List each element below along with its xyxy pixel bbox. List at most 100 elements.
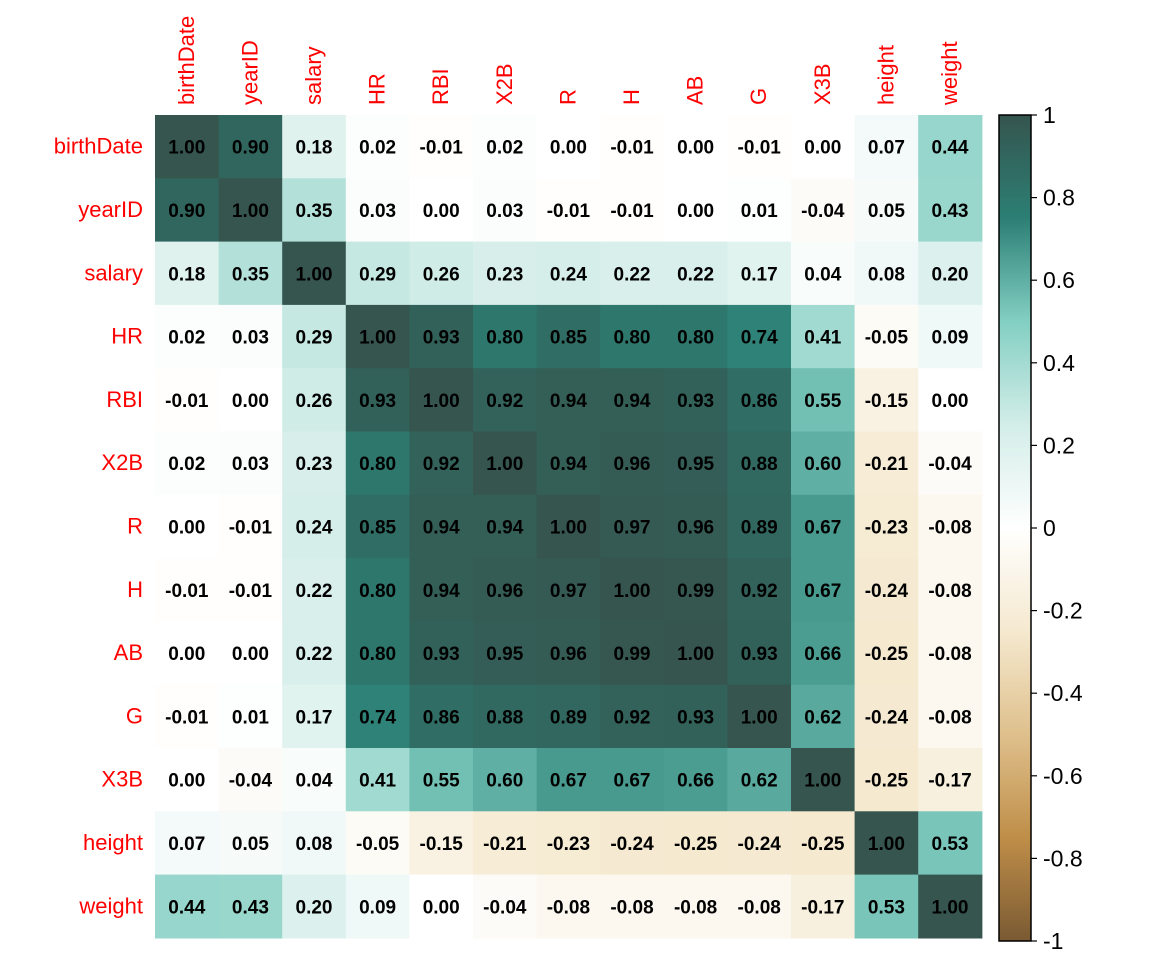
- cell-value-label: 0.67: [804, 581, 841, 602]
- heatmap-cell: [854, 494, 919, 559]
- column-label: G: [746, 88, 771, 105]
- cell-value-label: 0.41: [804, 328, 841, 349]
- heatmap-cell: [536, 115, 601, 179]
- cell-value-label: 0.62: [741, 771, 778, 792]
- cell-value-label: -0.23: [865, 517, 908, 538]
- row-label: H: [127, 577, 143, 602]
- color-legend: 1 0.8 0.6 0.4 0.2 0 -0.2 -0.4 -0.6 -0.8 -1: [998, 102, 1083, 954]
- cell-value-label: 0.74: [359, 707, 396, 728]
- cell-value-label: 0.66: [804, 644, 841, 665]
- heatmap-cell: [600, 558, 665, 622]
- cell-value-label: -0.01: [165, 581, 209, 602]
- cell-value-label: 1.00: [359, 328, 396, 349]
- cell-value-label: 0.60: [486, 771, 523, 792]
- heatmap-cell: [791, 241, 856, 306]
- heatmap-cell: [218, 304, 283, 369]
- column-label: HR: [365, 73, 390, 105]
- column-label: yearID: [237, 40, 262, 105]
- heatmap-cell: [663, 811, 728, 876]
- cell-value-label: 1.00: [296, 264, 333, 285]
- cell-value-label: 0.05: [232, 834, 269, 855]
- heatmap-cell: [791, 558, 856, 622]
- cell-value-label: 0.00: [677, 138, 714, 159]
- heatmap-cell: [727, 558, 792, 622]
- heatmap-cell: [918, 748, 983, 812]
- heatmap-cell: [409, 368, 474, 433]
- heatmap-cell: [536, 368, 601, 433]
- heatmap-cell: [727, 368, 792, 433]
- heatmap-cell: [663, 368, 728, 433]
- heatmap-cell: [282, 178, 347, 243]
- heatmap-cell: [345, 558, 410, 622]
- heatmap-cell: [791, 621, 856, 686]
- cell-value-label: 0.00: [168, 771, 205, 792]
- cell-value-label: 0.55: [423, 771, 460, 792]
- heatmap-cell: [727, 684, 792, 749]
- row-label: salary: [84, 260, 143, 285]
- heatmap-cell: [600, 304, 665, 369]
- cell-value-label: 1.00: [550, 517, 587, 538]
- heatmap-cell: [600, 115, 665, 179]
- heatmap-cell: [345, 748, 410, 812]
- heatmap-cell: [345, 431, 410, 496]
- heatmap-cell: [409, 811, 474, 876]
- heatmap-cell: [600, 494, 665, 559]
- heatmap-cell: [536, 874, 601, 939]
- cell-value-label: 0.96: [550, 644, 587, 665]
- cell-value-label: 0.88: [486, 707, 523, 728]
- heatmap-cell: [536, 241, 601, 306]
- cell-value-label: 0.00: [804, 138, 841, 159]
- heatmap-cell: [345, 811, 410, 876]
- heatmap-cell: [854, 684, 919, 749]
- cell-value-label: 0.29: [359, 264, 396, 285]
- row-label: X3B: [101, 767, 143, 792]
- cell-value-label: 1.00: [804, 771, 841, 792]
- heatmap-cell: [727, 494, 792, 559]
- cell-value-label: 1.00: [677, 644, 714, 665]
- column-label: R: [555, 89, 580, 105]
- heatmap-cell: [663, 558, 728, 622]
- row-label: X2B: [101, 450, 143, 475]
- cell-value-label: 0.20: [932, 264, 969, 285]
- cell-value-label: 0.35: [232, 264, 269, 285]
- cell-value-label: 0.04: [804, 264, 841, 285]
- heatmap-cell: [600, 874, 665, 939]
- heatmap-cell: [791, 494, 856, 559]
- row-label: RBI: [106, 387, 143, 412]
- cell-value-label: -0.15: [865, 391, 909, 412]
- cell-value-label: 0.94: [486, 517, 523, 538]
- cell-value-label: 0.03: [232, 454, 269, 475]
- cell-value-label: -0.04: [229, 771, 273, 792]
- cell-value-label: -0.24: [610, 834, 654, 855]
- heatmap-cell: [282, 431, 347, 496]
- cell-value-label: -0.01: [547, 201, 591, 222]
- heatmap-cell: [218, 684, 283, 749]
- column-label: X2B: [492, 63, 517, 105]
- heatmap-cell: [791, 178, 856, 243]
- column-label: X3B: [810, 63, 835, 105]
- heatmap-cell: [600, 368, 665, 433]
- heatmap-cell: [727, 115, 792, 179]
- heatmap-cell: [282, 368, 347, 433]
- heatmap-cell: [536, 811, 601, 876]
- heatmap-cell: [473, 241, 538, 306]
- cell-value-label: -0.01: [420, 138, 464, 159]
- cell-value-label: 0.17: [296, 707, 333, 728]
- cell-value-label: 0.96: [614, 454, 651, 475]
- heatmap-cell: [854, 115, 919, 179]
- heatmap-cell: [345, 241, 410, 306]
- heatmap-cell: [536, 304, 601, 369]
- cell-value-label: 0.24: [550, 264, 587, 285]
- cell-value-label: 0.00: [168, 517, 205, 538]
- row-label: height: [83, 830, 143, 855]
- cell-value-label: 0.80: [614, 328, 651, 349]
- heatmap-cell: [409, 558, 474, 622]
- cell-value-label: 0.02: [168, 454, 205, 475]
- heatmap-cell: [155, 621, 220, 686]
- cell-value-label: 0.94: [614, 391, 651, 412]
- color-bar-tick-label: -0.2: [1043, 598, 1083, 624]
- heatmap-cell: [727, 811, 792, 876]
- heatmap-cell: [854, 304, 919, 369]
- cell-value-label: -0.21: [483, 834, 527, 855]
